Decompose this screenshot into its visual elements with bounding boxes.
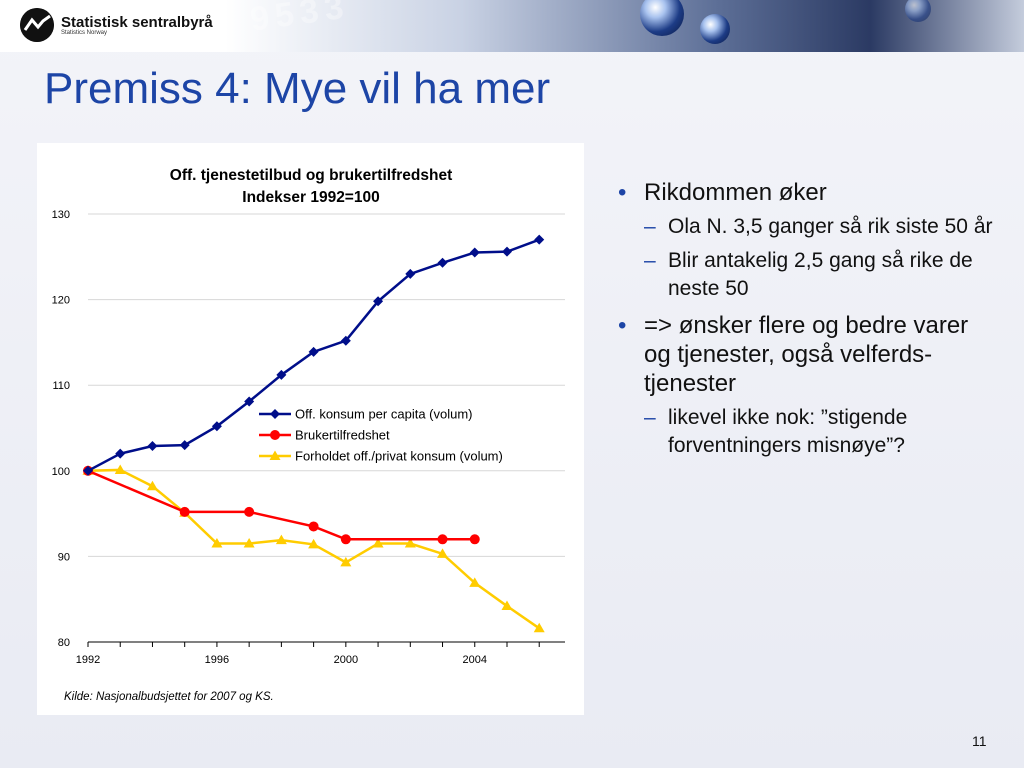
data-point-triangle xyxy=(275,534,287,545)
y-tick-label: 90 xyxy=(58,551,70,563)
data-point-circle xyxy=(244,506,255,517)
y-tick-label: 80 xyxy=(58,637,70,649)
header-background-digits: 9533 xyxy=(247,0,352,39)
y-tick-label: 130 xyxy=(52,209,70,221)
x-tick-label: 1992 xyxy=(76,654,100,666)
header-orb-decoration xyxy=(905,0,931,22)
data-point-triangle xyxy=(146,480,158,491)
data-point-diamond xyxy=(373,296,384,307)
data-point-diamond xyxy=(115,448,126,459)
data-point-triangle xyxy=(269,450,281,460)
data-point-circle xyxy=(270,430,280,440)
legend-label: Forholdet off./privat konsum (volum) xyxy=(295,449,503,464)
data-point-circle xyxy=(469,534,480,545)
sub-bullet-item: – Ola N. 3,5 ganger så rik siste 50 år xyxy=(618,213,998,241)
bullet-item: • => ønsker flere og bedre varer og tjen… xyxy=(618,311,998,398)
sub-bullet-item: – likevel ikke nok: ”stigende forventnin… xyxy=(618,404,998,460)
data-point-diamond xyxy=(437,257,448,268)
data-point-triangle xyxy=(243,538,255,548)
chart-panel: Off. tjenestetilbud og brukertilfredshet… xyxy=(37,143,584,715)
bullet-list: • Rikdommen øker – Ola N. 3,5 ganger så … xyxy=(618,172,998,460)
data-point-triangle xyxy=(469,577,481,587)
data-point-diamond xyxy=(179,440,190,451)
x-tick-label: 2004 xyxy=(463,654,487,666)
sub-bullet-text: Ola N. 3,5 ganger så rik siste 50 år xyxy=(668,215,993,238)
ssb-logo-icon xyxy=(20,8,54,42)
data-point-circle xyxy=(437,534,448,545)
chart-source-note: Kilde: Nasjonalbudsjettet for 2007 og KS… xyxy=(64,691,274,703)
data-point-diamond xyxy=(469,247,480,258)
logo-brand-subtitle: Statistics Norway xyxy=(61,29,108,36)
sub-bullet-item: – Blir antakelig 2,5 gang så rike de nes… xyxy=(618,247,998,303)
y-tick-label: 120 xyxy=(52,295,70,307)
data-point-diamond xyxy=(405,268,416,279)
bullet-text: Rikdommen øker xyxy=(644,179,827,206)
data-point-triangle xyxy=(404,538,416,548)
data-point-diamond xyxy=(270,409,280,419)
data-point-triangle xyxy=(308,538,320,549)
data-point-triangle xyxy=(437,548,449,558)
data-point-diamond xyxy=(340,335,351,346)
data-point-diamond xyxy=(501,246,512,257)
sub-bullet-text: likevel ikke nok: ”stigende forventninge… xyxy=(668,406,908,457)
slide-title: Premiss 4: Mye vil ha mer xyxy=(44,64,551,113)
y-tick-label: 100 xyxy=(52,466,70,478)
bullet-dot-icon: • xyxy=(618,179,627,206)
legend-label: Brukertilfredshet xyxy=(295,428,390,443)
chart-title: Off. tjenestetilbud og brukertilfredshet xyxy=(170,167,452,184)
data-point-diamond xyxy=(534,234,545,245)
data-point-circle xyxy=(179,506,190,517)
series-line xyxy=(87,468,540,630)
bullet-item: • Rikdommen øker xyxy=(618,178,998,207)
bullet-dot-icon: • xyxy=(618,312,627,339)
x-tick-label: 2000 xyxy=(334,654,358,666)
sub-bullet-dash-icon: – xyxy=(644,249,656,272)
sub-bullet-dash-icon: – xyxy=(644,406,656,429)
sub-bullet-dash-icon: – xyxy=(644,215,656,238)
data-point-triangle xyxy=(533,622,545,633)
data-point-diamond xyxy=(244,396,255,407)
data-point-triangle xyxy=(211,538,223,548)
header-orb-decoration xyxy=(700,14,730,44)
data-point-circle xyxy=(340,534,351,545)
data-point-diamond xyxy=(147,440,158,451)
data-point-triangle xyxy=(501,600,513,611)
header-orb-decoration xyxy=(640,0,684,36)
data-point-circle xyxy=(308,521,319,532)
line-chart: Off. tjenestetilbud og brukertilfredshet… xyxy=(52,167,565,703)
data-point-diamond xyxy=(83,465,93,476)
data-point-diamond xyxy=(211,421,222,432)
logo-brand-name: Statistisk sentralbyrå xyxy=(61,13,213,31)
y-tick-label: 110 xyxy=(52,380,70,392)
sub-bullet-text: Blir antakelig 2,5 gang så rike de neste… xyxy=(668,249,973,300)
legend-label: Off. konsum per capita (volum) xyxy=(295,407,473,422)
data-point-triangle xyxy=(114,464,126,474)
x-tick-label: 1996 xyxy=(205,654,229,666)
header-banner: 9533 Statistisk sentralbyrå Statistics N… xyxy=(0,0,1024,52)
data-point-triangle xyxy=(340,556,352,567)
chart-subtitle: Indekser 1992=100 xyxy=(242,189,379,206)
series-line xyxy=(87,469,475,541)
page-number: 11 xyxy=(972,733,987,749)
data-point-diamond xyxy=(276,369,287,380)
data-point-triangle xyxy=(372,538,384,548)
ssb-logo: Statistisk sentralbyrå Statistics Norway xyxy=(20,8,213,42)
data-point-diamond xyxy=(308,346,319,357)
bullet-text: => ønsker flere og bedre varer og tjenes… xyxy=(644,312,969,397)
